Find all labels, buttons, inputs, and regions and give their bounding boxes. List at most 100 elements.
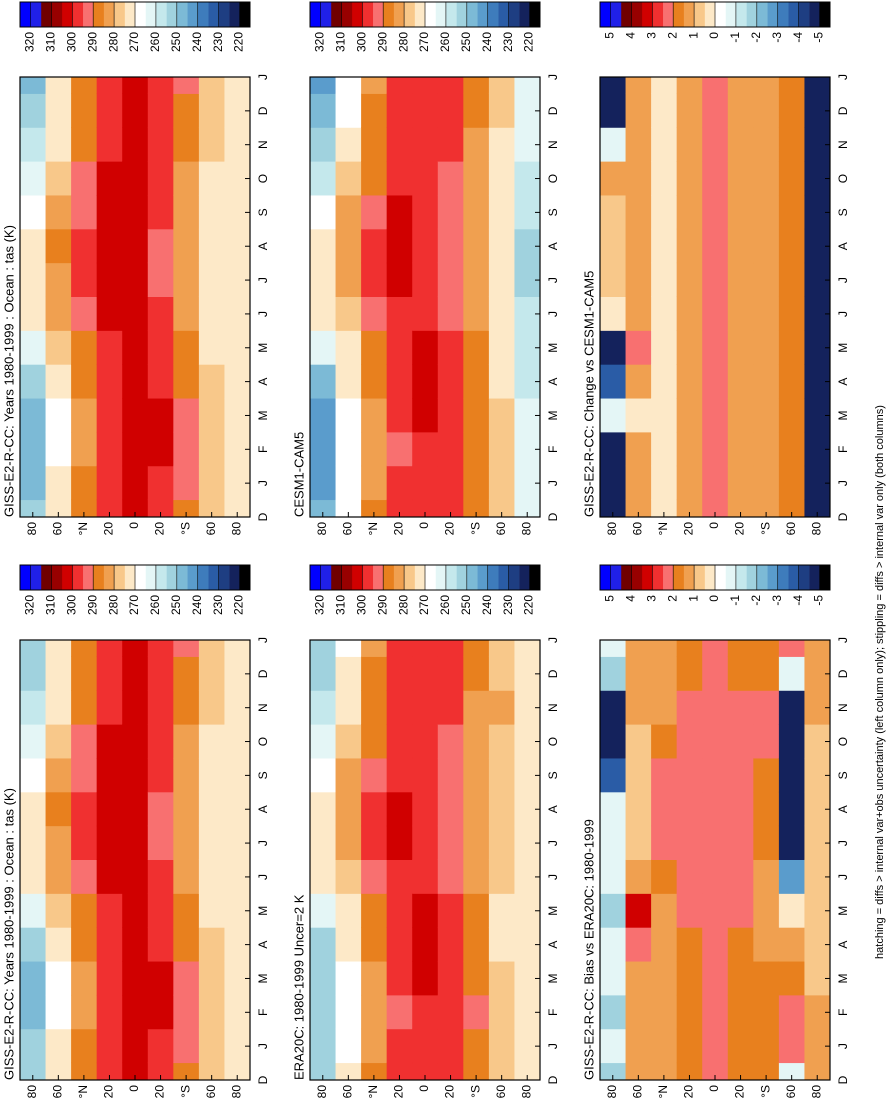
contour-cell <box>173 927 200 962</box>
contour-cell <box>625 724 652 759</box>
contour-cell <box>804 262 831 297</box>
contour-cell <box>71 859 98 894</box>
contour-cell <box>96 127 123 162</box>
contour-cell <box>651 927 678 962</box>
contour-cell <box>198 194 225 230</box>
contour-cell <box>71 296 98 331</box>
colorbar-label: 240 <box>190 32 204 52</box>
contour-cell <box>20 93 47 128</box>
contour-cell <box>514 330 541 365</box>
contour-cell <box>45 431 72 467</box>
colorbar-swatch <box>735 565 747 590</box>
contour-cell <box>625 994 652 1030</box>
contour-cell <box>437 127 464 162</box>
colorbar-swatch <box>694 2 705 27</box>
contour-cell <box>676 1062 703 1080</box>
colorbar-swatch <box>320 2 332 27</box>
colorbar-swatch <box>756 2 768 27</box>
colorbar-swatch <box>414 2 426 27</box>
colorbar-label: 220 <box>522 32 536 52</box>
y-tick-label: 0 <box>417 522 431 529</box>
contour-cell <box>224 724 251 759</box>
colorbar-label: 320 <box>23 595 37 615</box>
contour-cell <box>651 961 678 996</box>
y-tick-label: 80 <box>519 522 533 536</box>
contour-cell <box>514 1028 541 1064</box>
contour-cell <box>651 1062 678 1080</box>
colorbar-label: 250 <box>459 595 473 615</box>
colorbar-swatch <box>487 2 499 27</box>
colorbar-swatch <box>809 2 820 27</box>
contour-cell <box>625 499 652 517</box>
contour-cell <box>310 262 337 297</box>
contour-cell <box>778 499 805 517</box>
contour-cell <box>488 127 515 162</box>
contour-cell <box>20 431 47 467</box>
x-tick-label: A <box>256 805 270 813</box>
contour-cell <box>198 1028 225 1064</box>
contour-cell <box>651 791 678 827</box>
contour-cell <box>71 330 98 365</box>
contour-cell <box>71 724 98 759</box>
contour-cell <box>71 161 98 196</box>
x-tick-label: M <box>836 906 850 916</box>
contour-cell <box>437 791 464 827</box>
contour-cell <box>488 961 515 996</box>
contour-cell <box>173 1028 200 1064</box>
colorbar-swatch <box>466 565 478 590</box>
contour-cell <box>753 499 780 517</box>
y-tick-label: 60 <box>784 522 798 536</box>
contour-cell <box>437 893 464 928</box>
x-tick-label: J <box>256 874 270 880</box>
y-tick-label: 0 <box>127 522 141 529</box>
panel-title: GISS-E2-R-CC: Years 1980-1999 : Ocean : … <box>1 225 16 517</box>
contour-cell <box>122 994 149 1030</box>
contour-cell <box>45 76 72 94</box>
contour-cell <box>651 228 678 264</box>
contour-cell <box>386 859 413 894</box>
contour-cell <box>651 465 678 501</box>
contour-cell <box>224 690 251 725</box>
contour-cell <box>463 1028 490 1064</box>
contour-cell <box>727 1028 754 1064</box>
contour-cell <box>224 330 251 365</box>
colorbar-label: 1 <box>686 32 700 39</box>
contour-cell <box>335 431 362 467</box>
contour-cell <box>463 724 490 759</box>
contour-cell <box>386 690 413 725</box>
contour-cell <box>778 262 805 297</box>
contour-cell <box>463 994 490 1030</box>
contour-cell <box>463 757 490 793</box>
contour-cell <box>122 76 149 94</box>
contour-cell <box>514 825 541 860</box>
colorbar-swatch <box>351 2 363 27</box>
contour-cell <box>361 194 388 230</box>
contour-cell <box>625 690 652 725</box>
contour-cell <box>386 93 413 128</box>
contour-cell <box>437 364 464 399</box>
contour-cell <box>804 398 831 433</box>
contour-cell <box>310 161 337 196</box>
contour-cell <box>625 639 652 657</box>
contour-cell <box>804 1028 831 1064</box>
contour-cell <box>463 859 490 894</box>
y-tick-label: 20 <box>102 1085 116 1099</box>
contour-cell <box>437 1062 464 1080</box>
y-tick-label: 60 <box>631 522 645 536</box>
colorbar-swatch <box>114 2 125 27</box>
colorbar-swatch <box>20 565 31 590</box>
contour-cell <box>676 228 703 264</box>
contour-cell <box>122 757 149 793</box>
colorbar-label: 2 <box>665 32 679 39</box>
contour-cell <box>676 859 703 894</box>
contour-cell <box>198 76 225 94</box>
contour-cell <box>753 262 780 297</box>
contour-cell <box>310 364 337 399</box>
contour-cell <box>514 127 541 162</box>
contour-cell <box>625 228 652 264</box>
contour-cell <box>361 639 388 657</box>
contour-cell <box>676 994 703 1030</box>
contour-cell <box>335 791 362 827</box>
contour-cell <box>45 127 72 162</box>
contour-cell <box>173 994 200 1030</box>
